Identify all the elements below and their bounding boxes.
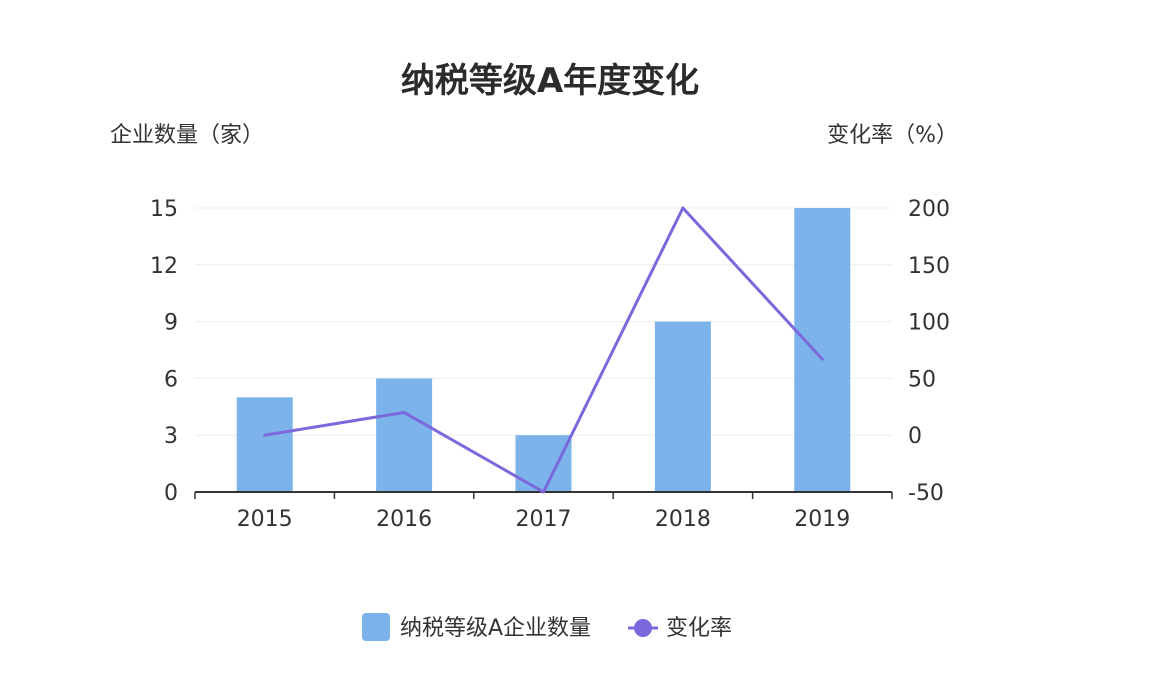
bar (236, 397, 293, 492)
legend-label-line: 变化率 (666, 616, 732, 641)
y-tick-label: 3 (164, 424, 178, 449)
y2-axis-ticks: -50 0 50 100 150 200 (908, 197, 950, 506)
x-tick-label: 2017 (516, 507, 572, 532)
chart-title: 纳税等级A年度变化 (401, 61, 699, 101)
bar-series (236, 208, 851, 492)
line-series (263, 206, 824, 494)
bar (376, 378, 433, 492)
y-tick-label: 6 (164, 367, 178, 392)
x-tick-label: 2015 (237, 507, 293, 532)
line-point (681, 206, 685, 210)
grid-lines (195, 207, 892, 436)
y2-axis-title: 变化率（%） (827, 123, 958, 148)
legend-swatch-bar (362, 613, 390, 641)
y2-tick-label: 50 (908, 367, 936, 392)
line-point (402, 410, 406, 414)
legend-label-bar: 纳税等级A企业数量 (400, 616, 591, 641)
bar (794, 208, 851, 492)
y-tick-label: 0 (164, 481, 178, 506)
y-tick-label: 12 (150, 254, 178, 279)
y2-tick-label: 150 (908, 254, 950, 279)
y-axis-ticks: 0 3 6 9 12 15 (150, 197, 178, 506)
y2-tick-label: 0 (908, 424, 922, 449)
line-point (820, 357, 824, 361)
x-tick-label: 2016 (376, 507, 432, 532)
x-axis-ticks: 2015 2016 2017 2018 2019 (237, 507, 851, 532)
legend[interactable]: 纳税等级A企业数量 变化率 (362, 613, 732, 641)
y2-tick-label: 100 (908, 311, 950, 336)
x-tick-label: 2019 (794, 507, 850, 532)
bar (654, 321, 711, 492)
legend-marker-line (634, 619, 652, 637)
y-tick-label: 15 (150, 197, 178, 222)
line-point (263, 433, 267, 437)
y2-tick-label: 200 (908, 197, 950, 222)
y2-tick-label: -50 (908, 481, 944, 506)
bar (515, 435, 572, 492)
y-tick-label: 9 (164, 311, 178, 336)
line-point (542, 490, 545, 494)
y-axis-title: 企业数量（家） (110, 123, 264, 148)
x-tick-label: 2018 (655, 507, 711, 532)
